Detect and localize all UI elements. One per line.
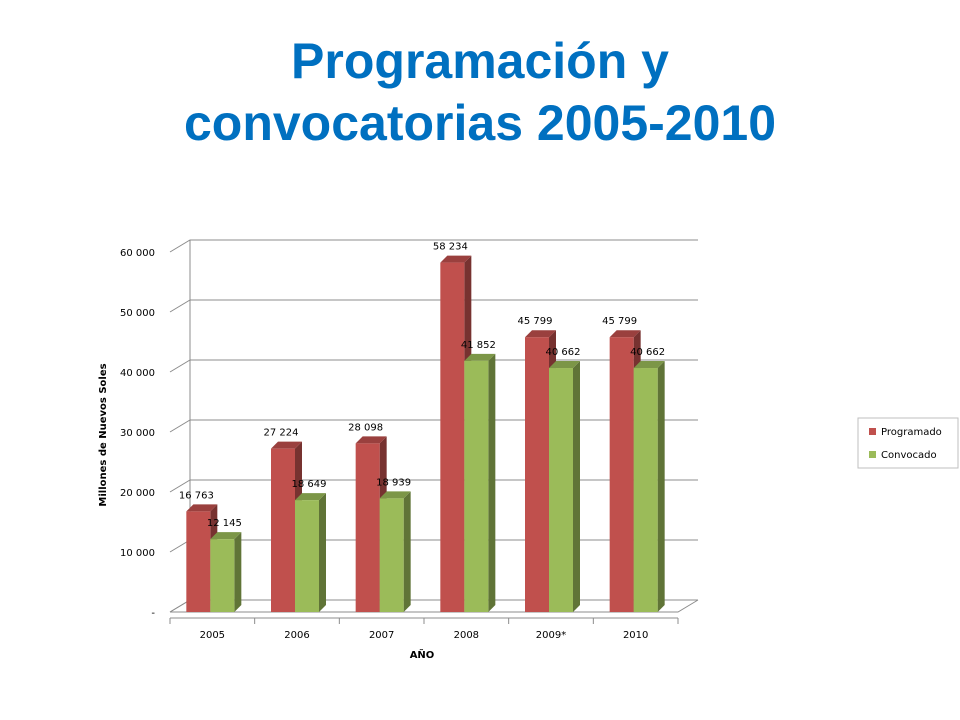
chart-data-labels: 16 763 27 224 28 098 58 234 45 799 45 799 12 1… (179, 242, 665, 530)
bar-side (403, 491, 411, 612)
title-line-2: convocatorias 2005-2010 (183, 95, 777, 151)
data-label-convocado: 40 662 (630, 347, 665, 358)
chart-bars (186, 255, 665, 612)
floor-edge (170, 599, 699, 613)
x-axis-title: AÑO (410, 648, 435, 661)
data-label-programado: 16 763 (179, 490, 214, 501)
bar-front (440, 262, 465, 612)
y-tick-label: - (151, 608, 155, 619)
y-tick-label: 10 000 (120, 548, 155, 559)
data-label-programado: 58 234 (433, 242, 468, 253)
bar-top (379, 491, 411, 499)
data-label-programado: 45 799 (602, 316, 637, 327)
bar-front (633, 368, 658, 612)
y-tick-label: 60 000 (120, 248, 155, 259)
bar-front (295, 500, 319, 612)
bar-top (186, 504, 218, 512)
bar-top (633, 361, 665, 369)
bar-front (609, 337, 634, 612)
y-tick-label: 40 000 (120, 368, 155, 379)
bar-front (271, 448, 295, 612)
y-tick-label: 30 000 (120, 428, 155, 439)
data-label-convocado: 18 649 (292, 479, 327, 490)
bar-top (295, 493, 326, 501)
legend-label-convocado: Convocado (881, 450, 937, 461)
data-label-convocado: 18 939 (376, 477, 411, 488)
bar-top (609, 330, 641, 338)
bar-front (379, 498, 404, 612)
legend-box (857, 417, 959, 469)
data-label-programado: 45 799 (518, 316, 553, 327)
data-label-convocado: 40 662 (546, 347, 581, 358)
data-label-convocado: 41 852 (461, 340, 496, 351)
slide-title: Programación y convocatorias 2005-2010 (0, 30, 960, 154)
x-tick-label: 2008 (454, 630, 479, 641)
bar-convocado-2007 (379, 491, 411, 612)
bar-side (319, 493, 326, 612)
data-label-convocado: 12 145 (207, 518, 242, 529)
bar-side (234, 532, 242, 612)
data-label-programado: 28 098 (348, 422, 383, 433)
legend-swatch-programado (869, 428, 876, 435)
bar-side (657, 361, 665, 612)
chart-legend: Programado Convocado (857, 417, 959, 469)
y-tick-label: 50 000 (120, 308, 155, 319)
x-tick-label: 2006 (284, 630, 309, 641)
x-tick-label: 2009* (536, 630, 566, 641)
bar-convocado-2010 (633, 361, 665, 612)
bar-side (573, 361, 580, 612)
bar-front (186, 511, 211, 612)
bar-top (525, 330, 556, 338)
bar-top (549, 361, 580, 369)
legend-label-programado: Programado (881, 427, 942, 438)
bar-top (210, 532, 242, 540)
x-tick-label: 2007 (369, 630, 394, 641)
bar-front (549, 368, 573, 612)
y-axis-title: Millones de Nuevos Soles (98, 363, 109, 506)
bar-front (525, 337, 549, 612)
bar-top (355, 436, 387, 444)
bar-front (464, 360, 489, 612)
title-line-1: Programación y (291, 33, 669, 89)
bar-convocado-2006 (295, 493, 326, 612)
bar-front (355, 443, 380, 612)
bar-convocado-2008 (464, 353, 496, 612)
bar-side (488, 353, 496, 612)
y-tick-label: 20 000 (120, 488, 155, 499)
bar-front (210, 539, 235, 612)
bar-top (440, 255, 472, 263)
gridline (169, 299, 698, 313)
bar-convocado-2005 (210, 532, 242, 612)
data-label-programado: 27 224 (264, 428, 299, 439)
x-tick-label: 2005 (200, 630, 225, 641)
legend-swatch-convocado (869, 451, 876, 458)
bar-convocado-2009* (549, 361, 580, 612)
bar-top (271, 441, 302, 449)
bar-top (464, 353, 496, 361)
x-tick-label: 2010 (623, 630, 648, 641)
